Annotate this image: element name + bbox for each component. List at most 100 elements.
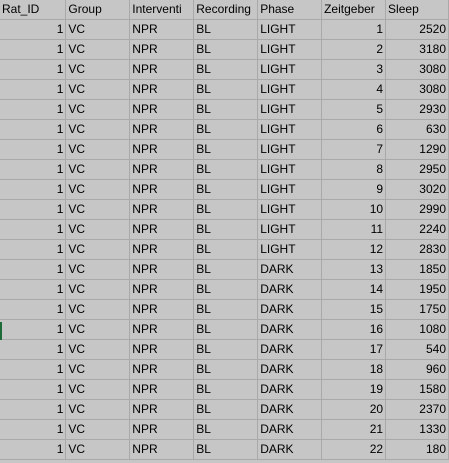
- cell-sleep[interactable]: 1290: [385, 139, 449, 160]
- cell-phase[interactable]: LIGHT: [257, 139, 323, 160]
- cell-recording[interactable]: BL: [193, 79, 259, 100]
- cell-recording[interactable]: BL: [193, 19, 259, 40]
- cell-phase[interactable]: LIGHT: [257, 59, 323, 80]
- cell-recording[interactable]: BL: [193, 119, 259, 140]
- cell-zeitgeber[interactable]: 6: [321, 119, 387, 140]
- cell-zeitgeber[interactable]: 18: [321, 359, 387, 380]
- cell-recording[interactable]: BL: [193, 399, 259, 420]
- cell-intervention[interactable]: NPR: [129, 219, 195, 240]
- cell-zeitgeber[interactable]: 22: [321, 439, 387, 460]
- cell-group[interactable]: VC: [65, 379, 131, 400]
- cell-group[interactable]: VC: [65, 99, 131, 120]
- cell-intervention[interactable]: NPR: [129, 239, 195, 260]
- cell-zeitgeber[interactable]: 5: [321, 99, 387, 120]
- cell-sleep[interactable]: 1080: [385, 319, 449, 340]
- cell-group[interactable]: VC: [65, 259, 131, 280]
- cell-sleep[interactable]: 1850: [385, 259, 449, 280]
- header-cell-group[interactable]: Group: [65, 0, 131, 20]
- cell-zeitgeber[interactable]: 8: [321, 159, 387, 180]
- cell-rat-id[interactable]: 1: [0, 139, 67, 160]
- cell-group[interactable]: VC: [65, 59, 131, 80]
- cell-sleep[interactable]: 2830: [385, 239, 449, 260]
- cell-intervention[interactable]: NPR: [129, 339, 195, 360]
- cell-phase[interactable]: LIGHT: [257, 159, 323, 180]
- cell-phase[interactable]: DARK: [257, 399, 323, 420]
- cell-rat-id[interactable]: 1: [0, 319, 67, 340]
- cell-phase[interactable]: LIGHT: [257, 79, 323, 100]
- cell-rat-id[interactable]: 1: [0, 159, 67, 180]
- cell-intervention[interactable]: NPR: [129, 79, 195, 100]
- cell-rat-id[interactable]: 1: [0, 299, 67, 320]
- header-cell-zeitgeber[interactable]: Zeitgeber: [321, 0, 387, 20]
- cell-group[interactable]: VC: [65, 199, 131, 220]
- cell-recording[interactable]: BL: [193, 299, 259, 320]
- cell-intervention[interactable]: NPR: [129, 299, 195, 320]
- cell-sleep[interactable]: 3020: [385, 179, 449, 200]
- cell-zeitgeber[interactable]: 1: [321, 19, 387, 40]
- cell-zeitgeber[interactable]: 17: [321, 339, 387, 360]
- cell-sleep[interactable]: 1950: [385, 279, 449, 300]
- cell-group[interactable]: VC: [65, 399, 131, 420]
- cell-rat-id[interactable]: 1: [0, 99, 67, 120]
- cell-zeitgeber[interactable]: 7: [321, 139, 387, 160]
- header-cell-rat-id[interactable]: Rat_ID: [0, 0, 67, 20]
- cell-zeitgeber[interactable]: 13: [321, 259, 387, 280]
- cell-zeitgeber[interactable]: 21: [321, 419, 387, 440]
- cell-intervention[interactable]: NPR: [129, 419, 195, 440]
- cell-recording[interactable]: BL: [193, 319, 259, 340]
- cell-rat-id[interactable]: 1: [0, 239, 67, 260]
- cell-group[interactable]: VC: [65, 179, 131, 200]
- cell-phase[interactable]: LIGHT: [257, 219, 323, 240]
- cell-recording[interactable]: BL: [193, 159, 259, 180]
- cell-recording[interactable]: BL: [193, 359, 259, 380]
- cell-group[interactable]: VC: [65, 239, 131, 260]
- cell-intervention[interactable]: NPR: [129, 139, 195, 160]
- cell-intervention[interactable]: NPR: [129, 199, 195, 220]
- cell-intervention[interactable]: NPR: [129, 179, 195, 200]
- header-cell-sleep[interactable]: Sleep: [385, 0, 449, 20]
- cell-recording[interactable]: BL: [193, 439, 259, 460]
- cell-sleep[interactable]: 2930: [385, 99, 449, 120]
- cell-zeitgeber[interactable]: 4: [321, 79, 387, 100]
- cell-phase[interactable]: DARK: [257, 419, 323, 440]
- cell-intervention[interactable]: NPR: [129, 259, 195, 280]
- cell-rat-id[interactable]: 1: [0, 399, 67, 420]
- cell-group[interactable]: VC: [65, 39, 131, 60]
- cell-phase[interactable]: LIGHT: [257, 119, 323, 140]
- header-cell-intervention[interactable]: Interventi: [129, 0, 195, 20]
- cell-group[interactable]: VC: [65, 119, 131, 140]
- cell-sleep[interactable]: 3080: [385, 79, 449, 100]
- cell-recording[interactable]: BL: [193, 139, 259, 160]
- cell-sleep[interactable]: 1750: [385, 299, 449, 320]
- cell-sleep[interactable]: 2520: [385, 19, 449, 40]
- cell-rat-id[interactable]: 1: [0, 279, 67, 300]
- cell-sleep[interactable]: 3080: [385, 59, 449, 80]
- cell-sleep[interactable]: 1330: [385, 419, 449, 440]
- cell-sleep[interactable]: 180: [385, 439, 449, 460]
- cell-rat-id[interactable]: 1: [0, 419, 67, 440]
- cell-sleep[interactable]: 630: [385, 119, 449, 140]
- cell-zeitgeber[interactable]: 15: [321, 299, 387, 320]
- cell-group[interactable]: VC: [65, 79, 131, 100]
- cell-group[interactable]: VC: [65, 299, 131, 320]
- header-cell-phase[interactable]: Phase: [257, 0, 323, 20]
- cell-zeitgeber[interactable]: 11: [321, 219, 387, 240]
- cell-phase[interactable]: LIGHT: [257, 39, 323, 60]
- cell-intervention[interactable]: NPR: [129, 359, 195, 380]
- cell-recording[interactable]: BL: [193, 219, 259, 240]
- cell-zeitgeber[interactable]: 3: [321, 59, 387, 80]
- cell-intervention[interactable]: NPR: [129, 119, 195, 140]
- cell-rat-id[interactable]: 1: [0, 339, 67, 360]
- cell-phase[interactable]: LIGHT: [257, 99, 323, 120]
- cell-group[interactable]: VC: [65, 159, 131, 180]
- cell-recording[interactable]: BL: [193, 419, 259, 440]
- cell-rat-id[interactable]: 1: [0, 179, 67, 200]
- cell-recording[interactable]: BL: [193, 339, 259, 360]
- cell-intervention[interactable]: NPR: [129, 159, 195, 180]
- cell-recording[interactable]: BL: [193, 99, 259, 120]
- cell-group[interactable]: VC: [65, 439, 131, 460]
- cell-rat-id[interactable]: 1: [0, 79, 67, 100]
- cell-group[interactable]: VC: [65, 359, 131, 380]
- cell-group[interactable]: VC: [65, 419, 131, 440]
- cell-zeitgeber[interactable]: 12: [321, 239, 387, 260]
